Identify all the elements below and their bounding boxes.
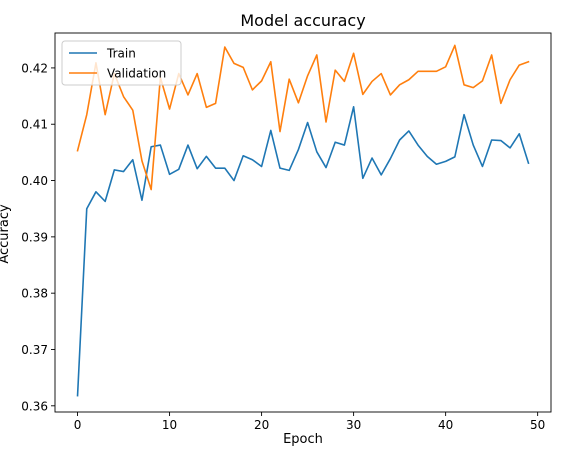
legend: Train Validation [61,40,182,86]
plot-frame [54,32,552,413]
y-tick-label: 0.36 [21,399,48,413]
x-tick-label: 50 [530,418,545,432]
series-line-train [76,105,530,397]
y-tick-label: 0.37 [21,343,48,357]
x-tick-label: 10 [162,418,177,432]
chart-title: Model accuracy [240,11,365,30]
axes-layer: 0 10 20 30 40 50 0.36 0.37 0.38 0.39 0.40 0.41 0.42 [21,32,552,432]
series-line-validation [76,44,530,191]
y-axis-label: Accuracy [0,204,12,264]
x-axis-label: Epoch [283,432,323,447]
legend-box [61,40,182,86]
y-tick-label: 0.42 [21,61,48,75]
x-tick-label: 40 [438,418,453,432]
y-tick-label: 0.40 [21,174,48,188]
y-tick-label: 0.38 [21,287,48,301]
series-layer [76,44,530,397]
legend-label-train: Train [106,47,136,61]
y-tick-label: 0.41 [21,118,48,132]
x-tick-label: 20 [254,418,269,432]
y-tick-label: 0.39 [21,230,48,244]
x-tick-label: 30 [346,418,361,432]
x-tick-label: 0 [74,418,82,432]
legend-label-validation: Validation [107,67,166,81]
